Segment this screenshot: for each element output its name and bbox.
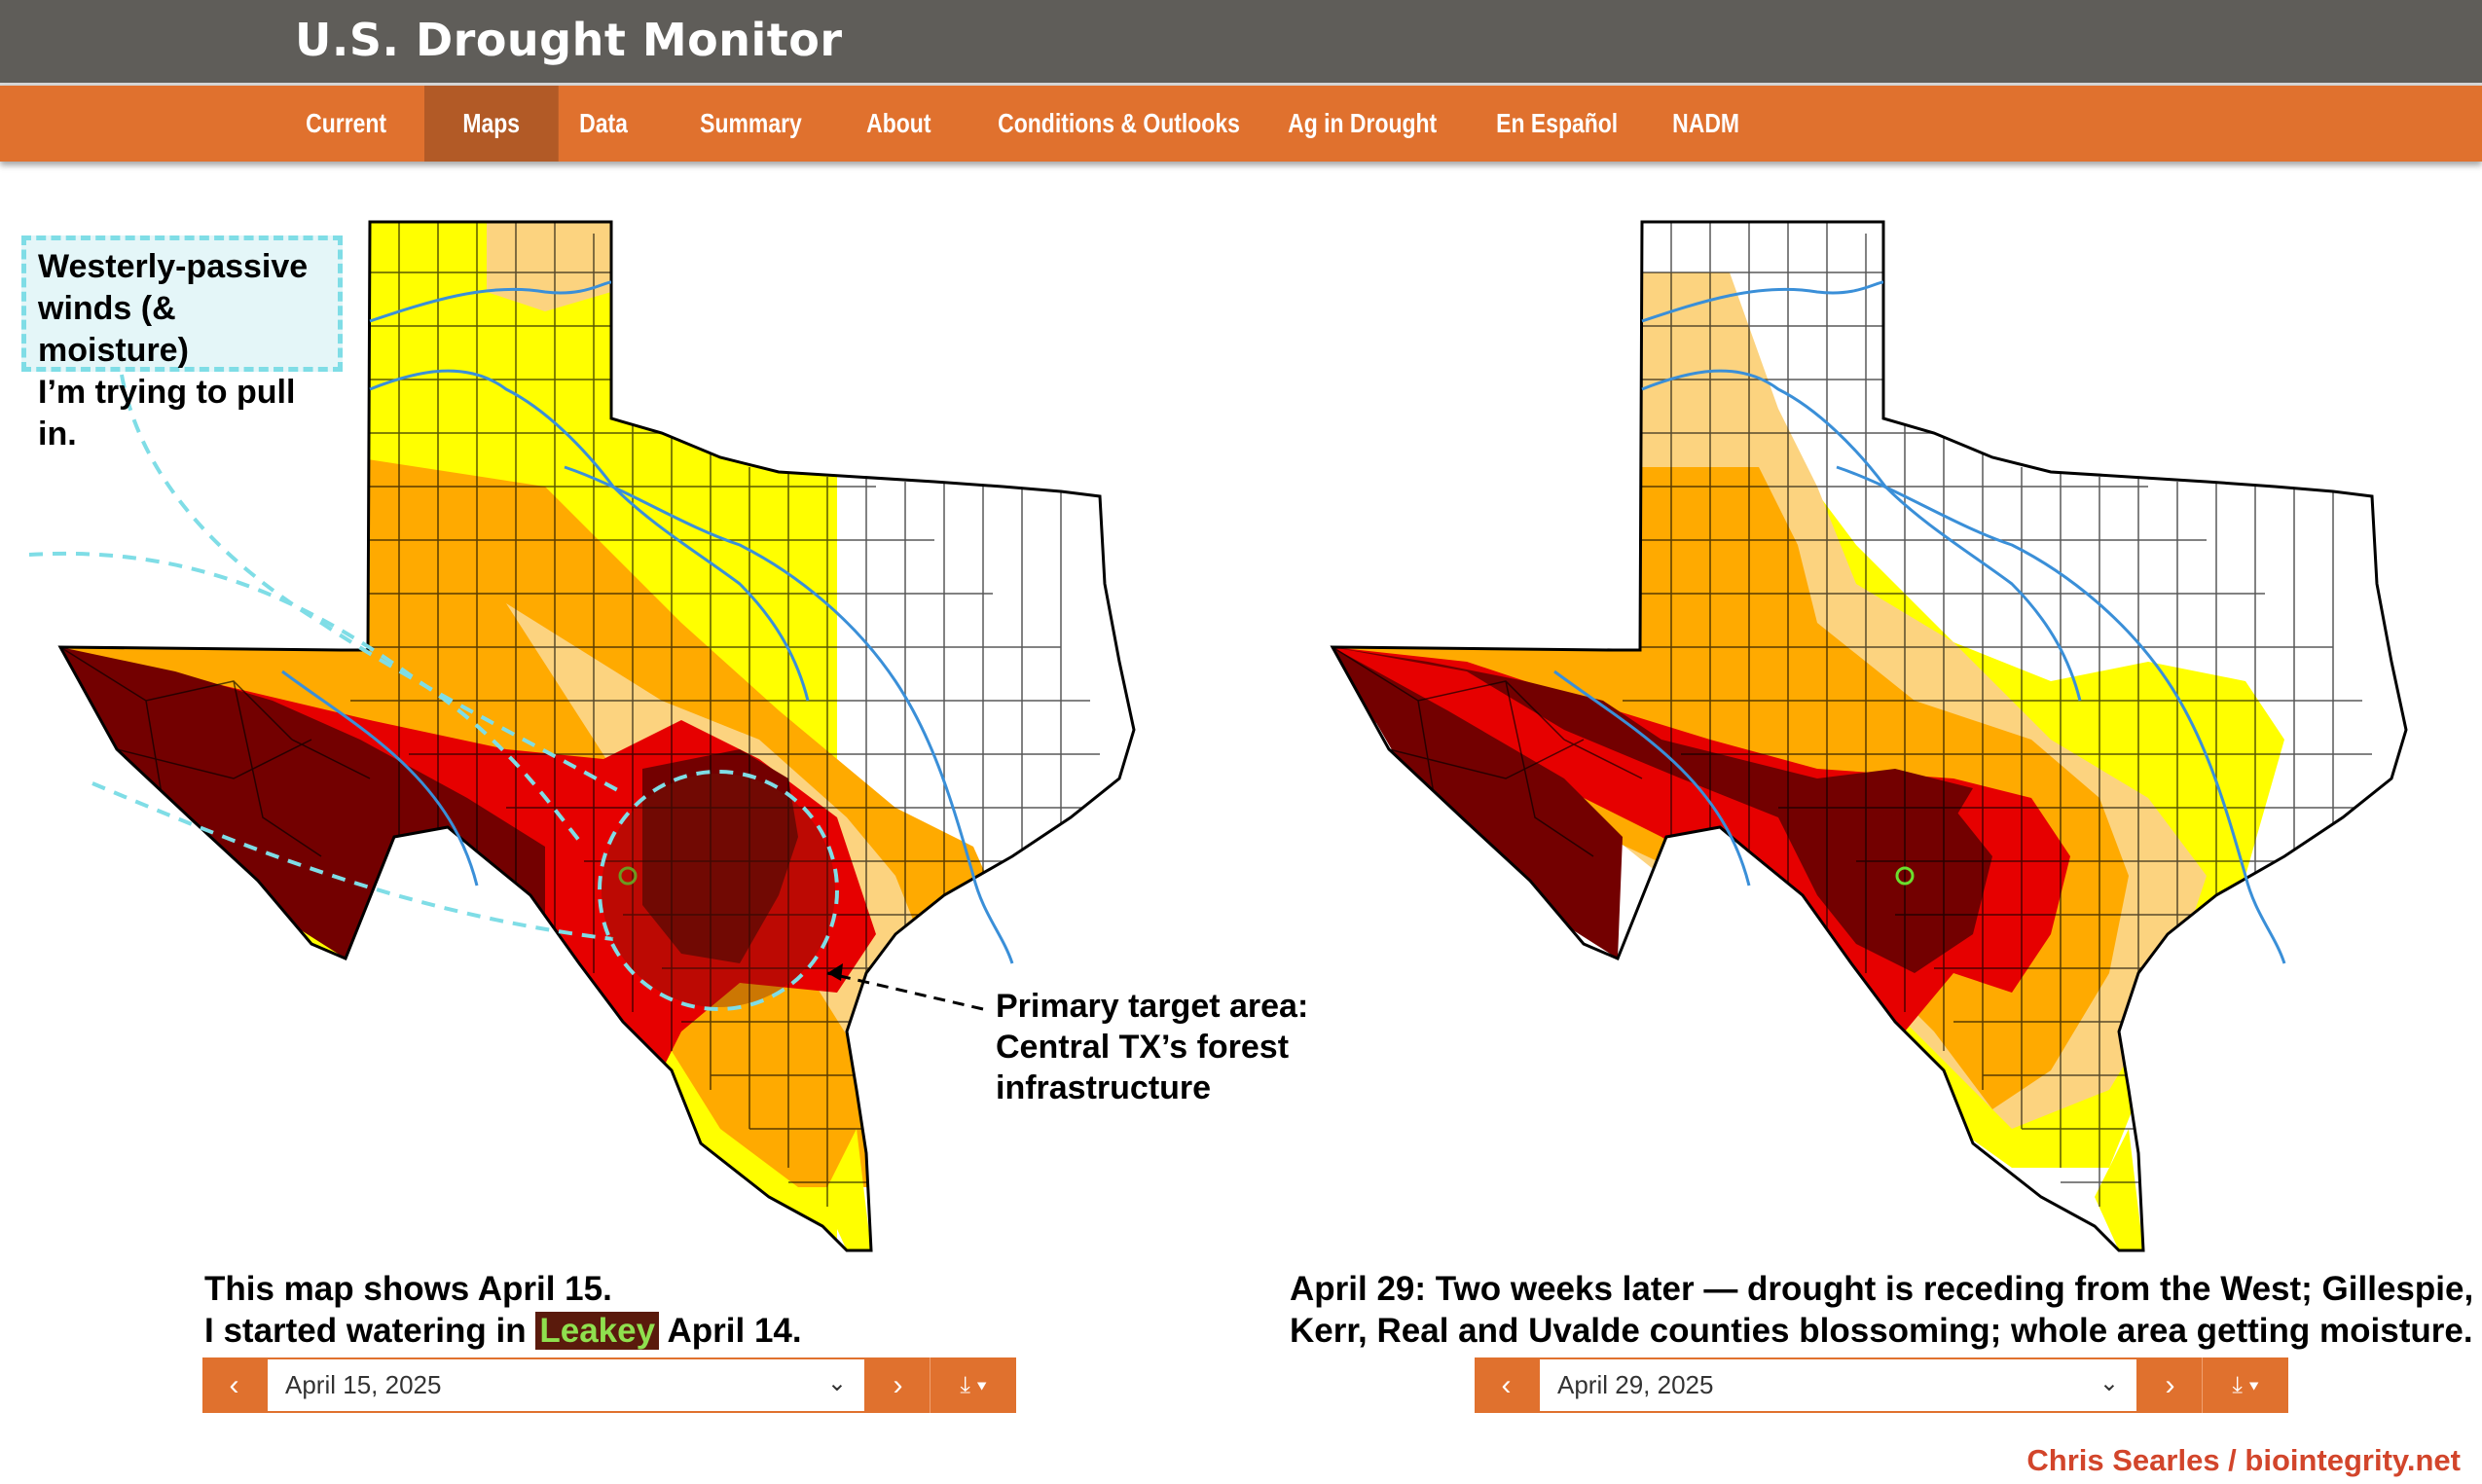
nav-ag-in-drought[interactable]: Ag in Drought [1288, 108, 1438, 138]
target-callout-line-1: Primary target area: [996, 988, 1309, 1025]
nav-conditions-outlooks[interactable]: Conditions & Outlooks [998, 108, 1240, 138]
left-caption-line-2: I started watering in Leakey April 14. [204, 1310, 802, 1352]
right-rivers [1553, 280, 2286, 964]
left-caption-line-1: This map shows April 15. [204, 1270, 612, 1308]
right-caption-line-1: April 29: Two weeks later — drought is r… [1290, 1270, 2474, 1308]
target-callout: Primary target area: Central TX’s forest… [996, 986, 1308, 1108]
right-caption-line-2: Kerr, Real and Uvalde counties blossomin… [1290, 1312, 2473, 1350]
chevron-right-icon: › [2165, 1369, 2175, 1401]
chevron-right-icon: › [893, 1369, 903, 1401]
leakey-highlight: Leakey [535, 1312, 660, 1350]
nav-current[interactable]: Current [306, 108, 387, 138]
left-date-value: April 15, 2025 [285, 1370, 442, 1399]
chevron-down-icon: ⌄ [826, 1370, 847, 1396]
right-leakey-marker-icon [1895, 866, 1915, 886]
right-date-select[interactable]: April 29, 2025 ⌄ [1538, 1357, 2138, 1413]
right-download-button[interactable]: ⤓ ▾ [2202, 1357, 2288, 1413]
right-drought-regions [1332, 222, 2401, 1250]
nav-data[interactable]: Data [579, 108, 628, 138]
site-header: U.S. Drought Monitor [0, 0, 2482, 87]
wind-callout-line-2: winds (& moisture) [38, 290, 189, 369]
chevron-left-icon: ‹ [229, 1369, 239, 1401]
main-nav: Current Maps Data Summary About Conditio… [0, 86, 2482, 162]
chevron-down-icon: ⌄ [2099, 1370, 2119, 1396]
left-caption: This map shows April 15. I started water… [204, 1268, 802, 1352]
site-title[interactable]: U.S. Drought Monitor [295, 14, 843, 66]
left-date-select[interactable]: April 15, 2025 ⌄ [266, 1357, 866, 1413]
credit-text: Chris Searles / biointegrity.net [2026, 1443, 2461, 1477]
right-prev-date-button[interactable]: ‹ [1475, 1357, 1538, 1413]
right-state-outline [1330, 220, 2408, 1252]
chevron-left-icon: ‹ [1501, 1369, 1512, 1401]
target-arrowhead-icon [827, 963, 843, 981]
left-date-selector: ‹ April 15, 2025 ⌄ › ⤓ ▾ [202, 1357, 1016, 1413]
target-callout-line-2: Central TX’s forest [996, 1029, 1290, 1066]
wind-callout-line-1: Westerly-passive [38, 248, 309, 285]
right-date-selector: ‹ April 29, 2025 ⌄ › ⤓ ▾ [1475, 1357, 2288, 1413]
wind-callout-line-3: I’m trying to pull in. [38, 374, 296, 452]
right-date-value: April 29, 2025 [1557, 1370, 1714, 1399]
left-prev-date-button[interactable]: ‹ [202, 1357, 266, 1413]
nav-about[interactable]: About [866, 108, 931, 138]
left-download-button[interactable]: ⤓ ▾ [930, 1357, 1016, 1413]
left-next-date-button[interactable]: › [866, 1357, 930, 1413]
target-pointer-line [826, 971, 984, 1011]
download-icon: ⤓ ▾ [2232, 1372, 2259, 1398]
left-caption-line-2-before: I started watering in [204, 1312, 527, 1350]
nav-en-espanol[interactable]: En Español [1496, 108, 1619, 138]
target-area-circle [602, 774, 835, 1007]
nav-nadm[interactable]: NADM [1672, 108, 1740, 138]
right-drought-map [1330, 220, 2408, 1252]
right-caption: April 29: Two weeks later — drought is r… [1290, 1268, 2473, 1352]
download-icon: ⤓ ▾ [960, 1372, 987, 1398]
target-callout-line-3: infrastructure [996, 1069, 1212, 1106]
nav-maps[interactable]: Maps [424, 86, 559, 162]
right-next-date-button[interactable]: › [2138, 1357, 2202, 1413]
left-state-outline [57, 220, 1136, 1252]
left-rivers [281, 280, 1014, 964]
wind-callout-box: Westerly-passive winds (& moisture) I’m … [21, 235, 343, 452]
left-caption-line-2-after: April 14. [667, 1312, 802, 1350]
left-leakey-marker-icon [618, 866, 638, 886]
wind-annotation-arrows [28, 374, 839, 1011]
nav-summary[interactable]: Summary [700, 108, 802, 138]
